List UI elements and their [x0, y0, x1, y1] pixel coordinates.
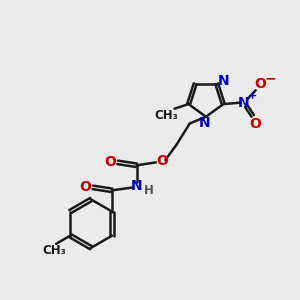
Text: CH₃: CH₃ [154, 109, 178, 122]
Text: O: O [249, 117, 261, 131]
Text: O: O [254, 77, 266, 91]
Text: H: H [144, 184, 154, 197]
Text: O: O [80, 180, 92, 194]
Text: N: N [131, 179, 142, 193]
Text: −: − [265, 71, 276, 85]
Text: N: N [238, 96, 250, 110]
Text: N: N [217, 74, 229, 88]
Text: O: O [104, 155, 116, 170]
Text: N: N [199, 116, 210, 130]
Text: +: + [248, 91, 257, 101]
Text: CH₃: CH₃ [43, 244, 67, 257]
Text: O: O [156, 154, 168, 168]
